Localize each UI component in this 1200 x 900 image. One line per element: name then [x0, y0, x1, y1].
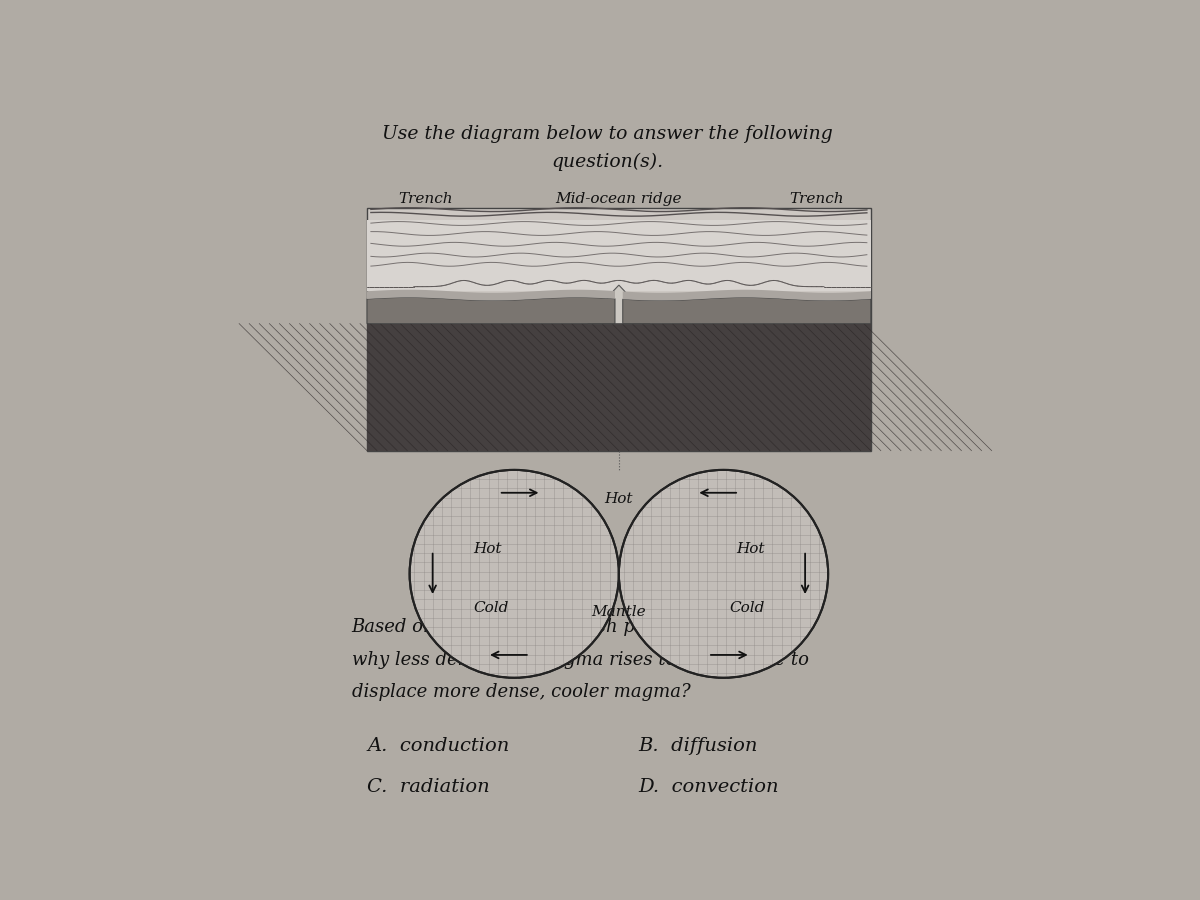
Text: Trench: Trench: [790, 192, 844, 206]
Text: Mid-ocean ridge: Mid-ocean ridge: [556, 192, 682, 206]
Text: Cold: Cold: [730, 601, 764, 616]
Text: Based on the diagram, which process explains: Based on the diagram, which process expl…: [352, 618, 775, 636]
Polygon shape: [623, 297, 871, 324]
Text: A.  conduction: A. conduction: [367, 736, 509, 754]
Circle shape: [619, 470, 828, 678]
Text: Use the diagram below to answer the following: Use the diagram below to answer the foll…: [382, 125, 833, 143]
Text: Cold: Cold: [473, 601, 509, 616]
Text: B.  diffusion: B. diffusion: [638, 736, 757, 754]
Bar: [367, 324, 871, 451]
Polygon shape: [623, 290, 871, 301]
Text: Hot: Hot: [473, 542, 502, 556]
Text: why less dense, hot magma rises to the surface to: why less dense, hot magma rises to the s…: [352, 651, 809, 669]
Text: Trench: Trench: [398, 192, 452, 206]
Text: question(s).: question(s).: [551, 153, 664, 171]
Bar: [367, 208, 871, 451]
Text: D.  convection: D. convection: [638, 778, 779, 796]
Text: Hot: Hot: [737, 542, 764, 556]
Bar: [367, 220, 871, 292]
Text: C.  radiation: C. radiation: [367, 778, 490, 796]
Text: Mantle: Mantle: [592, 606, 646, 619]
Polygon shape: [588, 285, 650, 324]
Text: displace more dense, cooler magma?: displace more dense, cooler magma?: [352, 683, 690, 701]
Polygon shape: [367, 297, 616, 324]
Text: Hot: Hot: [605, 492, 634, 506]
Polygon shape: [367, 290, 616, 301]
Circle shape: [409, 470, 619, 678]
